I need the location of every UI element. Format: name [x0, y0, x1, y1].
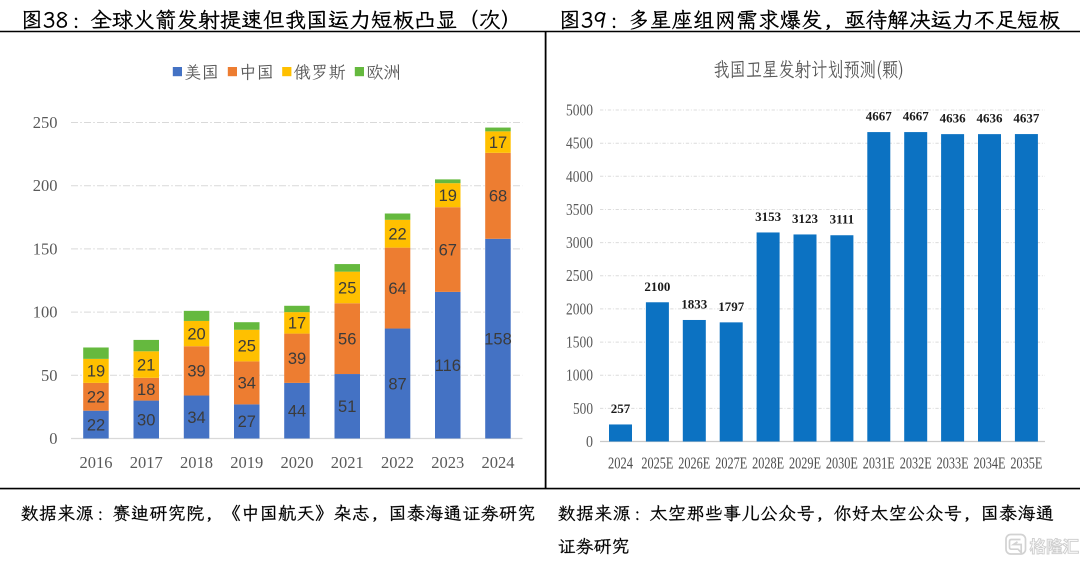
- svg-text:2017: 2017: [130, 453, 163, 472]
- svg-text:4636: 4636: [977, 111, 1004, 126]
- svg-text:21: 21: [137, 356, 155, 374]
- svg-text:25: 25: [338, 279, 356, 297]
- svg-text:4636: 4636: [940, 111, 967, 126]
- svg-text:2016: 2016: [80, 453, 113, 472]
- svg-text:257: 257: [611, 401, 631, 416]
- svg-text:22: 22: [87, 389, 105, 407]
- svg-text:4637: 4637: [1013, 111, 1040, 126]
- svg-text:25: 25: [238, 337, 256, 355]
- svg-text:2024: 2024: [608, 454, 633, 473]
- svg-text:2018: 2018: [180, 453, 213, 472]
- svg-text:4667: 4667: [903, 109, 930, 124]
- svg-text:2032E: 2032E: [900, 454, 932, 473]
- svg-text:2021: 2021: [331, 453, 364, 472]
- svg-text:87: 87: [388, 375, 406, 393]
- svg-text:2023: 2023: [431, 453, 464, 472]
- svg-text:68: 68: [489, 188, 507, 206]
- svg-text:2025E: 2025E: [641, 454, 673, 473]
- svg-text:30: 30: [137, 411, 155, 429]
- svg-text:3500: 3500: [566, 200, 593, 219]
- svg-text:64: 64: [388, 280, 406, 298]
- svg-text:56: 56: [338, 330, 356, 348]
- svg-text:1500: 1500: [566, 333, 593, 352]
- svg-text:67: 67: [439, 241, 457, 259]
- svg-text:39: 39: [187, 363, 205, 381]
- svg-text:2033E: 2033E: [937, 454, 969, 473]
- svg-text:2035E: 2035E: [1010, 454, 1042, 473]
- svg-text:3111: 3111: [830, 212, 855, 227]
- svg-text:17: 17: [489, 134, 507, 152]
- svg-text:250: 250: [33, 113, 58, 132]
- svg-text:2026E: 2026E: [678, 454, 710, 473]
- svg-text:34: 34: [187, 409, 205, 427]
- svg-text:19: 19: [87, 363, 105, 381]
- svg-text:0: 0: [49, 429, 57, 448]
- svg-text:22: 22: [87, 416, 105, 434]
- svg-text:116: 116: [435, 357, 461, 375]
- svg-text:1000: 1000: [566, 366, 593, 385]
- svg-text:500: 500: [573, 399, 593, 418]
- svg-text:2030E: 2030E: [826, 454, 858, 473]
- svg-text:27: 27: [238, 413, 256, 431]
- svg-text:17: 17: [288, 315, 306, 333]
- svg-text:2024: 2024: [482, 453, 515, 472]
- svg-text:20: 20: [187, 325, 205, 343]
- svg-text:0: 0: [586, 432, 593, 451]
- svg-text:18: 18: [137, 381, 155, 399]
- svg-text:2022: 2022: [381, 453, 414, 472]
- svg-text:158: 158: [484, 330, 512, 348]
- svg-text:2031E: 2031E: [863, 454, 895, 473]
- svg-text:3000: 3000: [566, 233, 593, 252]
- svg-text:200: 200: [33, 176, 58, 195]
- svg-text:150: 150: [33, 239, 58, 258]
- svg-text:50: 50: [41, 366, 58, 385]
- svg-text:19: 19: [439, 187, 457, 205]
- svg-text:51: 51: [338, 398, 356, 416]
- svg-text:2000: 2000: [566, 299, 593, 318]
- svg-text:44: 44: [288, 403, 306, 421]
- svg-text:1797: 1797: [718, 299, 745, 314]
- svg-text:34: 34: [238, 375, 256, 393]
- svg-text:2100: 2100: [644, 279, 670, 294]
- svg-text:4000: 4000: [566, 167, 593, 186]
- svg-text:4667: 4667: [866, 109, 893, 124]
- svg-text:3153: 3153: [755, 209, 782, 224]
- svg-text:2500: 2500: [566, 266, 593, 285]
- svg-text:2034E: 2034E: [974, 454, 1006, 473]
- svg-text:22: 22: [388, 226, 406, 244]
- svg-text:2027E: 2027E: [715, 454, 747, 473]
- svg-text:39: 39: [288, 350, 306, 368]
- svg-text:4500: 4500: [566, 134, 593, 153]
- svg-text:100: 100: [33, 303, 58, 322]
- svg-text:3123: 3123: [792, 211, 819, 226]
- svg-text:5000: 5000: [566, 101, 593, 120]
- svg-text:2029E: 2029E: [789, 454, 821, 473]
- svg-text:1833: 1833: [681, 297, 708, 312]
- svg-text:2028E: 2028E: [752, 454, 784, 473]
- svg-text:2019: 2019: [230, 453, 263, 472]
- svg-text:2020: 2020: [281, 453, 314, 472]
